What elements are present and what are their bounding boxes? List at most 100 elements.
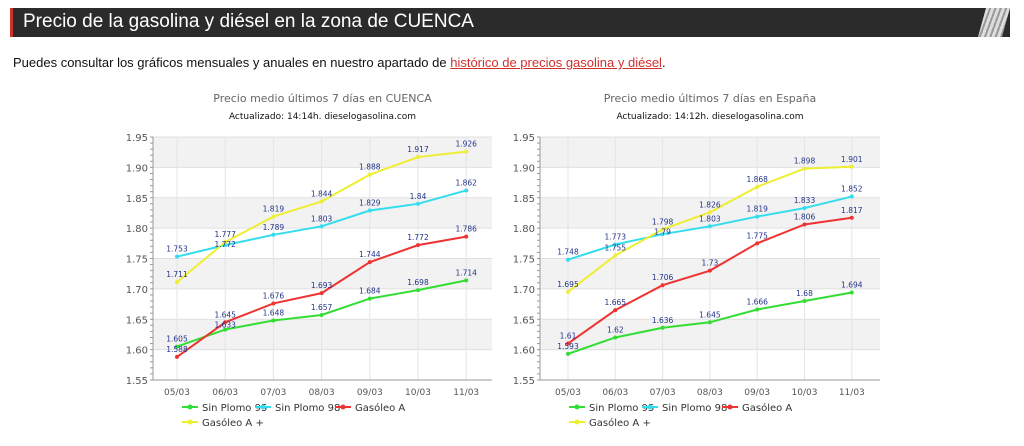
legend-marker — [574, 419, 580, 425]
data-label: 1.593 — [557, 342, 579, 351]
y-tick-label: 1.70 — [126, 285, 148, 296]
data-label: 1.862 — [455, 178, 477, 187]
data-point — [802, 222, 807, 227]
data-point — [464, 234, 469, 239]
data-point — [175, 280, 179, 285]
data-point — [271, 301, 276, 306]
data-point — [416, 243, 420, 248]
data-label: 1.61 — [560, 332, 577, 341]
grid-band — [153, 137, 492, 168]
y-tick-label: 1.85 — [513, 194, 535, 205]
data-label: 1.588 — [166, 345, 188, 354]
data-label: 1.789 — [263, 223, 285, 232]
data-point — [223, 320, 228, 325]
data-point — [613, 253, 618, 258]
y-tick-label: 1.65 — [513, 315, 535, 326]
data-label: 1.826 — [699, 200, 721, 209]
legend-marker — [647, 404, 653, 410]
x-tick-label: 06/03 — [212, 388, 238, 398]
y-tick-label: 1.80 — [126, 224, 148, 235]
data-label: 1.665 — [605, 298, 627, 307]
data-label: 1.636 — [652, 316, 674, 325]
data-label: 1.695 — [557, 280, 579, 289]
x-tick-label: 08/03 — [697, 388, 723, 398]
data-label: 1.817 — [841, 206, 863, 215]
data-point — [223, 240, 228, 245]
data-label: 1.645 — [699, 310, 721, 319]
y-tick-label: 1.95 — [513, 133, 535, 144]
y-tick-label: 1.75 — [513, 255, 535, 266]
legend-label: Sin Plomo 98 — [275, 403, 340, 414]
data-point — [464, 188, 469, 193]
data-label: 1.819 — [746, 205, 768, 214]
intro-text: Puedes consultar los gráficos mensuales … — [13, 55, 451, 70]
data-point — [613, 335, 618, 340]
x-tick-label: 08/03 — [309, 388, 335, 398]
x-tick-label: 11/03 — [839, 388, 865, 398]
data-point — [464, 149, 469, 154]
chart-title: Precio medio últimos 7 días en CUENCA — [213, 92, 432, 105]
data-label: 1.666 — [746, 298, 768, 307]
data-point — [849, 164, 854, 169]
data-point — [707, 210, 712, 215]
data-label: 1.62 — [607, 325, 624, 334]
y-tick-label: 1.95 — [126, 133, 148, 144]
section-header: Precio de la gasolina y diésel en la zon… — [10, 8, 1010, 37]
data-point — [566, 341, 570, 346]
data-label: 1.73 — [702, 259, 719, 268]
data-point — [175, 344, 179, 349]
data-label: 1.693 — [311, 281, 333, 290]
historico-link[interactable]: histórico de precios gasolina y diésel — [450, 55, 662, 70]
data-label: 1.819 — [263, 205, 285, 214]
data-point — [755, 214, 760, 219]
y-tick-label: 1.70 — [513, 285, 535, 296]
data-point — [849, 194, 854, 199]
legend-marker — [574, 404, 580, 410]
legend-label: Sin Plomo 95 — [202, 403, 267, 414]
data-point — [416, 155, 420, 160]
data-label: 1.926 — [455, 140, 477, 149]
legend-label: Gasóleo A — [742, 402, 792, 414]
data-label: 1.706 — [652, 273, 674, 282]
data-label: 1.772 — [407, 233, 429, 242]
data-label: 1.829 — [359, 199, 381, 208]
x-tick-label: 07/03 — [260, 388, 286, 398]
data-label: 1.803 — [311, 214, 333, 223]
data-label: 1.684 — [359, 287, 381, 296]
legend-marker — [260, 404, 266, 410]
data-point — [367, 296, 372, 301]
data-point — [802, 166, 807, 171]
legend-marker — [187, 404, 193, 410]
data-label: 1.645 — [214, 310, 236, 319]
data-label: 1.868 — [746, 175, 768, 184]
x-tick-label: 06/03 — [602, 388, 628, 398]
y-tick-label: 1.90 — [513, 163, 535, 174]
data-point — [271, 214, 276, 219]
legend-label: Gasóleo A — [355, 402, 405, 414]
data-point — [802, 299, 807, 304]
y-tick-label: 1.75 — [126, 255, 148, 266]
chart-subtitle: Actualizado: 14:12h. dieselogasolina.com — [616, 112, 803, 122]
data-label: 1.605 — [166, 335, 188, 344]
x-tick-label: 11/03 — [453, 388, 479, 398]
data-point — [755, 241, 760, 246]
data-label: 1.775 — [746, 231, 768, 240]
data-point — [367, 172, 372, 177]
chart-title: Precio medio últimos 7 días en España — [604, 92, 817, 105]
grid-band — [153, 319, 492, 350]
data-label: 1.888 — [359, 163, 381, 172]
data-point — [660, 227, 665, 232]
data-point — [566, 289, 570, 294]
intro-paragraph: Puedes consultar los gráficos mensuales … — [13, 55, 666, 70]
data-label: 1.798 — [652, 217, 674, 226]
legend-marker — [727, 404, 733, 410]
data-point — [566, 351, 570, 356]
data-point — [802, 206, 807, 211]
data-point — [464, 278, 469, 283]
y-tick-label: 1.55 — [126, 376, 148, 387]
data-label: 1.917 — [407, 145, 429, 154]
data-point — [849, 215, 854, 220]
data-point — [566, 257, 570, 262]
x-tick-label: 10/03 — [405, 388, 431, 398]
x-tick-label: 05/03 — [555, 388, 581, 398]
